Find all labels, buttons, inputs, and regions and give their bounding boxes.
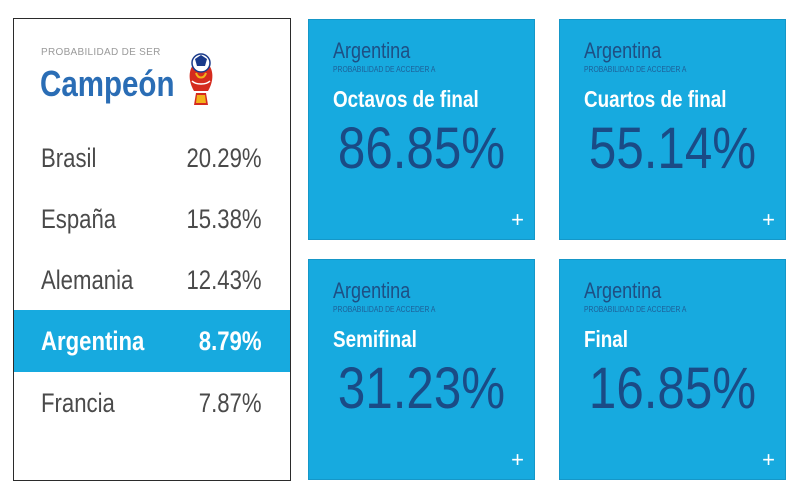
ranking-team: Alemania <box>41 264 134 295</box>
ranking-percentage: 20.29% <box>186 142 262 173</box>
card-stage: Cuartos de final <box>584 86 727 112</box>
stage-card-octavos: Argentina PROBABILIDAD DE ACCEDER A Octa… <box>308 19 535 240</box>
card-team: Argentina <box>584 38 662 63</box>
card-stage: Octavos de final <box>333 86 479 112</box>
card-kicker: PROBABILIDAD DE ACCEDER A <box>333 305 436 314</box>
card-kicker: PROBABILIDAD DE ACCEDER A <box>584 65 687 74</box>
plus-icon[interactable]: + <box>511 447 524 472</box>
card-team: Argentina <box>584 278 662 303</box>
card-stage: Final <box>584 326 629 352</box>
champion-probability-panel: PROBABILIDAD DE SER Campeón Brasil 20.29… <box>13 18 291 481</box>
card-percentage: 16.85% <box>588 356 757 421</box>
card-percentage: 55.14% <box>588 116 757 181</box>
card-kicker: PROBABILIDAD DE ACCEDER A <box>333 65 436 74</box>
card-percentage: 31.23% <box>337 356 506 421</box>
ranking-row-5: Francia 7.87% <box>14 372 290 434</box>
ranking-percentage: 15.38% <box>186 203 262 234</box>
ranking-row-3: Alemania 12.43% <box>14 249 290 311</box>
plus-icon[interactable]: + <box>762 207 775 232</box>
card-kicker: PROBABILIDAD DE ACCEDER A <box>584 305 687 314</box>
stage-card-final: Argentina PROBABILIDAD DE ACCEDER A Fina… <box>559 259 786 480</box>
card-percentage: 86.85% <box>337 116 506 181</box>
plus-icon[interactable]: + <box>762 447 775 472</box>
ranking-team: Brasil <box>41 142 97 173</box>
ranking-team: Francia <box>41 387 115 418</box>
ranking-team: España <box>41 203 117 234</box>
card-team: Argentina <box>333 38 411 63</box>
panel-kicker: PROBABILIDAD DE SER <box>41 47 161 58</box>
card-stage: Semifinal <box>333 326 417 352</box>
ranking-row-highlighted: Argentina 8.79% <box>14 310 290 372</box>
ranking-row-2: España 15.38% <box>14 188 290 250</box>
stage-card-cuartos: Argentina PROBABILIDAD DE ACCEDER A Cuar… <box>559 19 786 240</box>
ranking-percentage: 7.87% <box>199 387 262 418</box>
stage-card-semifinal: Argentina PROBABILIDAD DE ACCEDER A Semi… <box>308 259 535 480</box>
ranking-percentage: 12.43% <box>186 264 262 295</box>
ranking-team: Argentina <box>41 325 145 356</box>
plus-icon[interactable]: + <box>511 207 524 232</box>
panel-title: Campeón <box>40 63 175 104</box>
ranking-row-1: Brasil 20.29% <box>14 127 290 189</box>
card-team: Argentina <box>333 278 411 303</box>
world-cup-ball-logo-icon <box>189 53 213 105</box>
ranking-percentage: 8.79% <box>199 325 262 356</box>
